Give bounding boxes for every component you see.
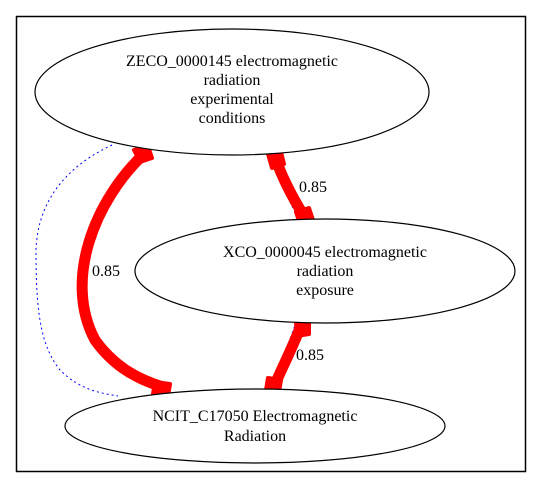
edge-weight-xco-ncit: 0.85 [296,347,324,364]
node-xco-label-line-1: XCO_0000045 electromagnetic [223,244,427,261]
graph-frame [15,15,527,473]
node-ncit-label-line-1: NCIT_C17050 Electromagnetic [153,408,358,425]
node-xco[interactable]: XCO_0000045 electromagnetic radiation ex… [134,218,516,324]
node-zeco-label-line-1: ZECO_0000145 electromagnetic [126,53,338,70]
strong-edge-xco-ncit-end-a [294,320,311,338]
edge-weight-zeco-ncit: 0.85 [92,263,120,280]
strong-edge-zeco-ncit [76,148,169,393]
node-ncit-shape [64,388,446,464]
node-zeco-label-line-3: experimental [190,91,274,108]
node-zeco[interactable]: ZECO_0000145 electromagnetic radiation e… [34,28,430,156]
node-ncit-label-line-2: Radiation [224,428,286,445]
node-zeco-label-line-4: conditions [199,110,266,127]
node-xco-label-line-2: radiation [297,263,354,280]
node-zeco-label-line-2: radiation [204,72,261,89]
edge-weight-zeco-xco: 0.85 [299,179,327,196]
node-zeco-shape [34,28,430,156]
node-ncit[interactable]: NCIT_C17050 Electromagnetic Radiation [64,388,446,464]
node-xco-shape [134,218,516,324]
node-xco-label-line-3: exposure [296,282,354,299]
